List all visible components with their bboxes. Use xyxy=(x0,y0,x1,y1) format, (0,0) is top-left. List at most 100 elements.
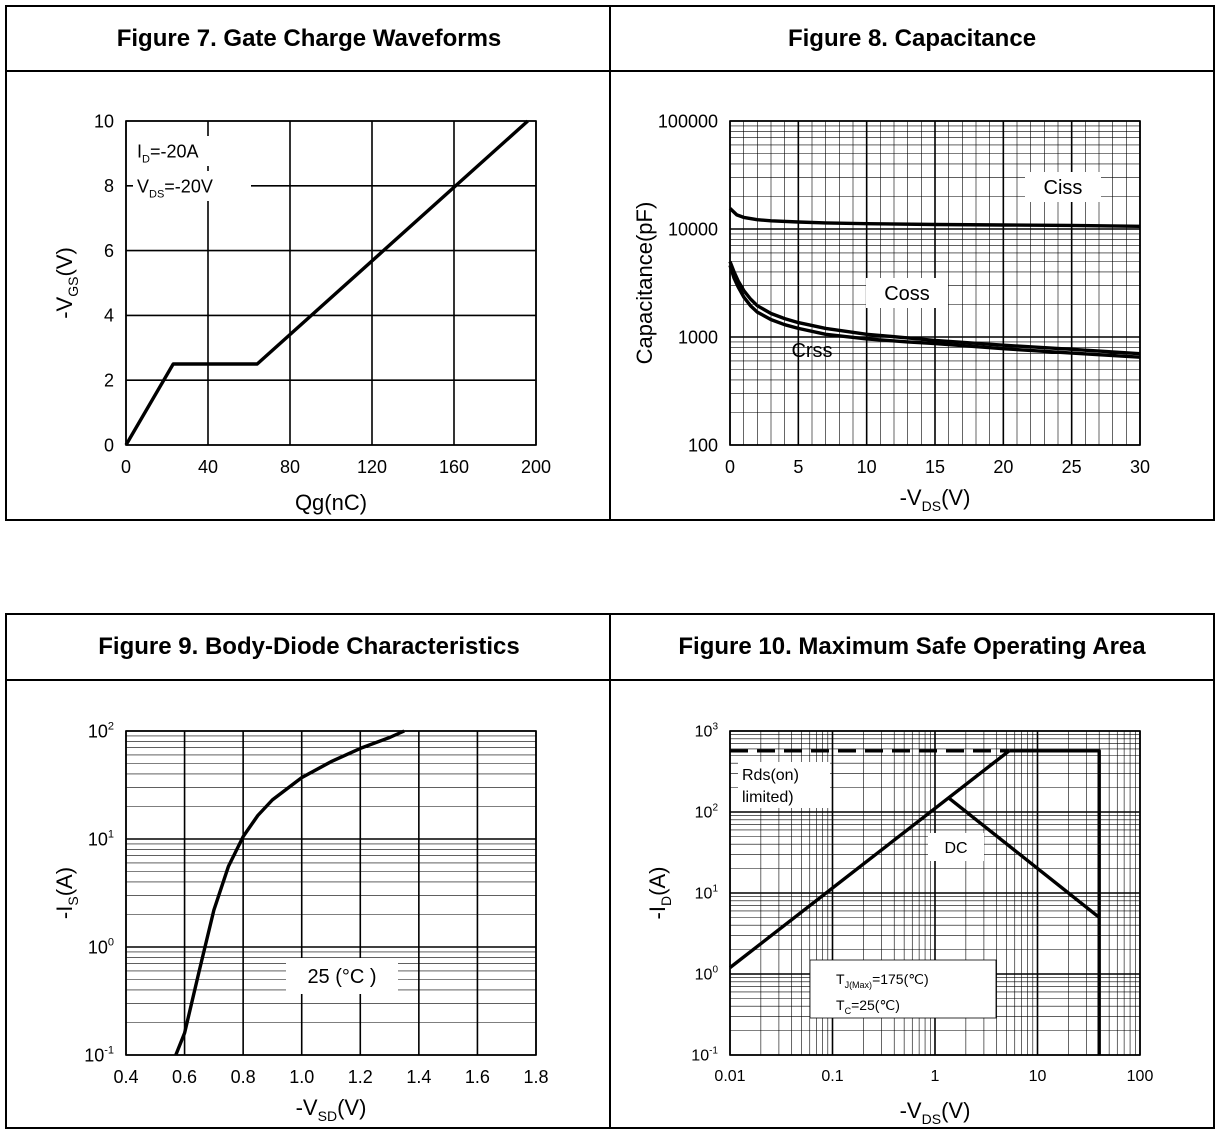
fig9-label-25c: 25 (°C ) xyxy=(307,966,376,988)
fig7-xtick-label: 120 xyxy=(357,457,387,477)
fig8-ytick-label: 100000 xyxy=(658,111,718,131)
fig9-ytick-label: 10-1 xyxy=(84,1044,114,1065)
figure9-title: Figure 9. Body-Diode Characteristics xyxy=(98,633,520,660)
fig10-chart: 0.01 0.1 1 10 100 10-1 100 101 102 103 -VDS(V) -ID(… xyxy=(645,722,1153,1127)
figure8-title: Figure 8. Capacitance xyxy=(787,24,1037,52)
fig7-ytick-label: 6 xyxy=(104,241,114,261)
fig10-xtick-label: 1 xyxy=(931,1068,940,1085)
fig8-label-coss-bg xyxy=(866,278,948,308)
fig10-series-line-3 xyxy=(947,796,1101,919)
fig7-xtick-label: 40 xyxy=(198,457,218,477)
fig8-chart: 0 5 10 15 20 25 30 100 1000 10000 100000 -VDS(V) Cap… xyxy=(632,111,1150,514)
bottom-panel-divider xyxy=(609,615,611,1127)
fig7-x-axis-label: Qg(nC) xyxy=(295,490,367,515)
top-figure-panel: Figure 7. Gate Charge Waveforms Figure 8… xyxy=(5,5,1215,521)
figure7-title: Figure 7. Gate Charge Waveforms xyxy=(116,24,502,52)
fig7-plot-frame xyxy=(125,120,537,446)
fig8-label-ciss-bg xyxy=(1025,172,1101,202)
fig8-x-axis-label: -VDS(V) xyxy=(900,485,971,514)
fig8-xtick-label: 15 xyxy=(925,457,945,477)
fig7-ytick-label: 0 xyxy=(104,435,114,455)
fig9-xtick-label: 1.0 xyxy=(289,1067,314,1087)
fig9-ytick-label: 101 xyxy=(88,828,114,849)
fig9-ytick-label: 100 xyxy=(88,936,114,957)
fig9-plot-frame xyxy=(125,730,537,1056)
fig7-ytick-label: 8 xyxy=(104,176,114,196)
fig9-xtick-label: 1.2 xyxy=(348,1067,373,1087)
fig7-ytick-label: 10 xyxy=(94,111,114,131)
fig8-xtick-label: 10 xyxy=(857,457,877,477)
fig10-label-rdson: Rds(on) xyxy=(742,767,799,784)
fig10-label-limited-bg xyxy=(738,784,830,808)
fig10-label-dc: DC xyxy=(944,840,967,857)
fig9-x-axis-label: -VSD(V) xyxy=(296,1095,367,1124)
fig8-xtick-label: 20 xyxy=(993,457,1013,477)
fig8-ytick-label: 1000 xyxy=(678,327,718,347)
fig8-xtick-label: 0 xyxy=(725,457,735,477)
fig10-label-tc: TC=25(℃) xyxy=(836,997,900,1016)
fig9-major-grid xyxy=(125,730,537,1056)
fig8-ytick-label: 100 xyxy=(688,435,718,455)
fig10-legend-box xyxy=(809,959,997,1019)
fig10-y-axis-label: -ID(A) xyxy=(645,867,674,920)
fig8-y-axis-label: Capacitance(pF) xyxy=(632,202,657,365)
fig7-xtick-label: 200 xyxy=(521,457,551,477)
fig10-label-rdson-bg xyxy=(738,762,830,786)
fig10-xtick-label: 10 xyxy=(1029,1068,1047,1085)
fig7-y-axis-label: -VGS(V) xyxy=(52,247,81,319)
fig8-series-line-1 xyxy=(728,260,1141,356)
fig10-label-dc-bg xyxy=(928,833,984,861)
fig9-ytick-label: 102 xyxy=(88,720,114,741)
fig9-y-axis-label: -IS(A) xyxy=(52,867,81,919)
fig9-chart: 0.4 0.6 0.8 1.0 1.2 1.4 1.6 1.8 10-1 100 101 102 -VS… xyxy=(52,720,549,1124)
fig7-annotation-vds-bg xyxy=(133,171,251,201)
fig10-series-line-1 xyxy=(728,749,1011,969)
fig8-series-line-0 xyxy=(728,207,1141,228)
fig9-xtick-label: 0.6 xyxy=(172,1067,197,1087)
fig7-xtick-label: 80 xyxy=(280,457,300,477)
fig8-label-coss: Coss xyxy=(884,283,930,305)
fig7-ytick-label: 2 xyxy=(104,371,114,391)
fig8-label-crss: Crss xyxy=(791,340,832,362)
fig9-xtick-label: 1.8 xyxy=(523,1067,548,1087)
fig8-series-line-2 xyxy=(728,264,1141,359)
fig8-label-ciss: Ciss xyxy=(1044,177,1083,199)
fig9-xtick-label: 1.4 xyxy=(406,1067,431,1087)
fig8-xtick-label: 5 xyxy=(793,457,803,477)
fig10-ytick-label: 102 xyxy=(695,803,719,822)
fig9-series-line-0 xyxy=(174,729,405,1056)
fig8-ytick-label: 10000 xyxy=(668,219,718,239)
fig10-ytick-label: 103 xyxy=(695,722,719,741)
fig7-annotation-id-bg xyxy=(133,136,233,166)
fig10-xtick-label: 0.01 xyxy=(714,1068,745,1085)
fig9-xtick-label: 1.6 xyxy=(465,1067,490,1087)
fig7-annotation-vds: VDS=-20V xyxy=(137,176,213,200)
fig10-ytick-label: 10-1 xyxy=(691,1046,718,1065)
fig7-xtick-label: 160 xyxy=(439,457,469,477)
fig8-plot-frame xyxy=(729,120,1141,446)
fig10-plot-frame xyxy=(729,730,1141,1056)
fig10-x-axis-label: -VDS(V) xyxy=(900,1098,971,1127)
fig7-series-line-0 xyxy=(124,119,529,446)
fig9-xtick-label: 0.8 xyxy=(231,1067,256,1087)
fig7-annotation-id: ID=-20A xyxy=(137,141,199,165)
fig7-xtick-label: 0 xyxy=(121,457,131,477)
fig10-ytick-label: 101 xyxy=(695,884,719,903)
fig9-gridlines xyxy=(126,735,536,1023)
top-panel-divider xyxy=(609,7,611,519)
fig10-ytick-label: 100 xyxy=(695,965,719,984)
fig8-xtick-label: 25 xyxy=(1062,457,1082,477)
fig10-xtick-label: 0.1 xyxy=(821,1068,843,1085)
fig10-label-limited: limited) xyxy=(742,789,794,806)
fig7-chart: 0 40 80 120 160 200 0 2 4 6 8 10 Qg(nC) -VGS(V) ID=-20… xyxy=(52,111,551,515)
fig9-xtick-label: 0.4 xyxy=(113,1067,138,1087)
fig8-xtick-label: 30 xyxy=(1130,457,1150,477)
fig10-xtick-label: 100 xyxy=(1127,1068,1154,1085)
fig10-series-line-2 xyxy=(1009,749,1101,1055)
bottom-figure-panel: Figure 9. Body-Diode Characteristics Fig… xyxy=(5,613,1215,1129)
figure10-title: Figure 10. Maximum Safe Operating Area xyxy=(678,633,1146,660)
fig9-label-25c-bg xyxy=(286,958,398,994)
fig10-label-tj: TJ(Max)=175(℃) xyxy=(836,971,929,990)
fig7-ytick-label: 4 xyxy=(104,306,114,326)
